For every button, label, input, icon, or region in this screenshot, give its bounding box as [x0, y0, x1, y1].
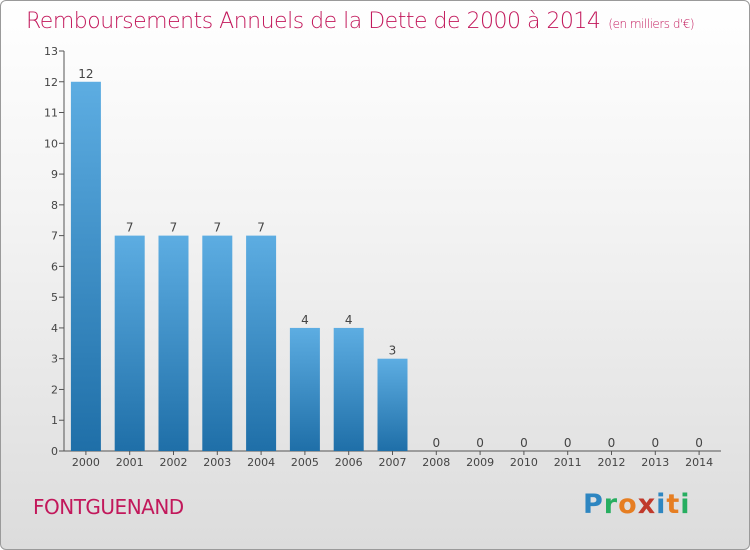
y-tick-label: 11	[44, 107, 58, 120]
y-tick-label: 5	[51, 291, 58, 304]
bar-value-label: 0	[432, 436, 440, 450]
y-tick-label: 13	[44, 45, 58, 58]
x-tick-label: 2011	[554, 456, 582, 469]
x-tick-label: 2003	[203, 456, 231, 469]
bar	[202, 235, 233, 451]
y-tick-label: 1	[51, 414, 58, 427]
bar-value-label: 7	[170, 221, 178, 235]
y-tick-label: 6	[51, 260, 58, 273]
x-tick-label: 2013	[641, 456, 669, 469]
bar-value-label: 4	[301, 313, 309, 327]
y-tick-label: 10	[44, 137, 58, 150]
x-tick-label: 2007	[379, 456, 407, 469]
chart-title: Remboursements Annuels de la Dette de 20…	[26, 9, 695, 34]
y-tick-label: 2	[51, 383, 58, 396]
bar-value-label: 12	[78, 67, 93, 81]
x-tick-label: 2006	[335, 456, 363, 469]
x-tick-label: 2002	[160, 456, 188, 469]
chart-title-text: Remboursements Annuels de la Dette de 20…	[26, 9, 601, 34]
bar-value-label: 0	[608, 436, 616, 450]
x-tick-label: 2008	[422, 456, 450, 469]
bar	[158, 235, 189, 451]
bar	[377, 358, 408, 451]
chart-bars: 12 7 7 7 7 4 4 3 0 0 0 0 0 0 0	[70, 67, 703, 452]
y-tick-label: 8	[51, 199, 58, 212]
x-tick-label: 2014	[685, 456, 713, 469]
bar-value-label: 3	[389, 344, 397, 358]
bar-value-label: 0	[476, 436, 484, 450]
x-tick-label: 2010	[510, 456, 538, 469]
x-tick-label: 2004	[247, 456, 275, 469]
x-tick-label: 2000	[72, 456, 100, 469]
bar-value-label: 7	[213, 221, 221, 235]
y-tick-label: 12	[44, 76, 58, 89]
bar	[70, 81, 101, 452]
bar	[246, 235, 277, 451]
x-tick-label: 2005	[291, 456, 319, 469]
y-tick-label: 7	[51, 230, 58, 243]
bar-value-label: 7	[257, 221, 265, 235]
chart-unit: (en milliers d'€)	[608, 17, 695, 31]
bar-value-label: 4	[345, 313, 353, 327]
bar-value-label: 0	[651, 436, 659, 450]
x-tick-label: 2012	[598, 456, 626, 469]
place-name: FONTGUENAND	[33, 495, 184, 519]
x-tick-label: 2001	[116, 456, 144, 469]
x-tick-label: 2009	[466, 456, 494, 469]
bar	[114, 235, 145, 451]
bar-value-label: 7	[126, 221, 134, 235]
proxiti-logo: Proxiti	[583, 489, 691, 520]
y-tick-label: 9	[51, 168, 58, 181]
bar	[333, 327, 364, 451]
bar-value-label: 0	[695, 436, 703, 450]
bar-value-label: 0	[520, 436, 528, 450]
y-tick-label: 0	[51, 445, 58, 458]
y-tick-label: 4	[51, 322, 58, 335]
bar-value-label: 0	[564, 436, 572, 450]
y-tick-label: 3	[51, 353, 58, 366]
bar	[289, 327, 320, 451]
